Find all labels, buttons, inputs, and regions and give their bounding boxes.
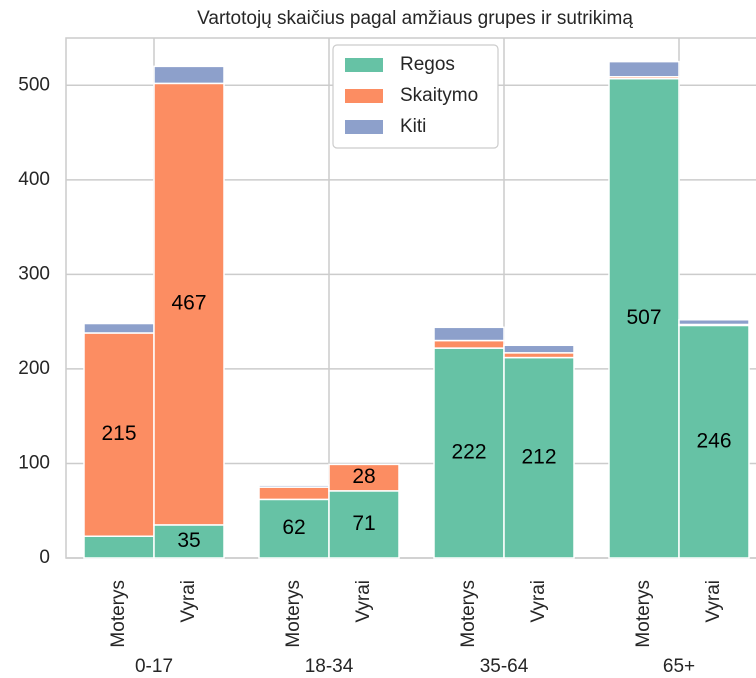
chart-title: Vartotojų skaičius pagal amžiaus grupes … [197,8,633,29]
bar-segment [433,339,505,349]
data-label: 467 [171,292,206,315]
bar-segment [258,484,330,488]
x-tick-label: Vyrai [703,580,724,623]
data-label: 215 [101,422,136,445]
data-label: 28 [352,465,375,488]
x-tick-label: Moterys [633,580,654,648]
y-tick-label: 400 [18,169,50,190]
bar-segment [503,356,575,559]
data-label: 35 [177,529,200,552]
x-tick-label: Moterys [108,580,129,648]
y-tick-label: 0 [39,547,50,568]
y-tick-label: 500 [18,74,50,95]
legend-swatch [345,89,383,103]
bar-segment [328,463,400,492]
data-label: 212 [521,445,556,468]
legend: Regos Skaitymo Kiti [332,44,499,149]
legend-swatch [345,120,383,134]
bar-segment [83,535,155,559]
legend-swatch [345,58,383,72]
x-tick-label: Moterys [458,580,479,648]
legend-label: Regos [400,54,455,75]
x-tick-label: Vyrai [353,580,374,623]
bar-segment [83,332,155,538]
legend-label: Kiti [400,116,426,137]
bar-segment [258,486,330,501]
y-tick-label: 200 [18,358,50,379]
group-label: 65+ [663,656,695,677]
bar-segment [83,322,155,334]
bar-segment [153,65,225,85]
x-tick-label: Vyrai [178,580,199,623]
group-label: 0-17 [135,656,173,677]
bar-segment [608,77,680,559]
bar-segment [328,490,400,559]
bar-segment [153,82,225,526]
bar-segment [153,524,225,559]
bar-segment [258,498,330,559]
bar-segment [433,326,505,342]
plot-frame [65,37,756,559]
data-label: 507 [626,306,661,329]
bar-segment [678,318,750,326]
data-label: 71 [352,512,375,535]
x-tick-label: Vyrai [528,580,549,623]
bar-segment [678,324,750,559]
data-label: 246 [696,429,731,452]
group-label: 35-64 [480,656,529,677]
group-label: 18-34 [305,656,354,677]
x-tick-label: Moterys [283,580,304,648]
data-label: 62 [282,516,305,539]
bar-segment [608,60,680,78]
data-label: 222 [451,441,486,464]
bar-segment [503,344,575,354]
y-tick-label: 300 [18,263,50,284]
y-tick-label: 100 [18,452,50,473]
legend-label: Skaitymo [400,85,478,106]
